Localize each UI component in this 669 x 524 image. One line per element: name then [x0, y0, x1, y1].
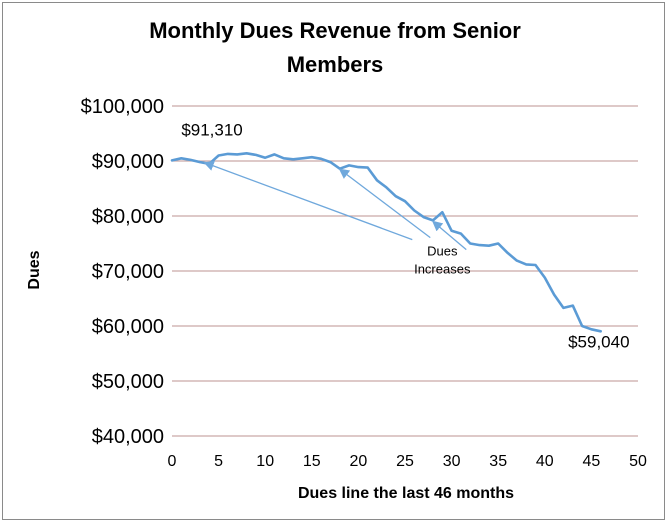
data-label-0: $91,310	[181, 121, 242, 140]
chart-title-line-1: Monthly Dues Revenue from Senior	[149, 18, 521, 43]
y-tick-label-5: $90,000	[92, 151, 164, 173]
x-tick-label-4: 20	[350, 453, 368, 470]
x-tick-label-7: 35	[489, 453, 507, 470]
x-tick-label-6: 30	[443, 453, 461, 470]
y-tick-label-4: $80,000	[92, 206, 164, 228]
y-tick-label-2: $60,000	[92, 316, 164, 338]
annotation-arrow-0-1	[340, 169, 431, 237]
annotation-text-0-1: Increases	[414, 262, 471, 277]
x-tick-label-5: 25	[396, 453, 414, 470]
y-tick-label-6: $100,000	[81, 96, 164, 118]
x-axis-ticks: 0 5 10 15 20 25 30 35 40 45 50	[168, 453, 647, 470]
x-axis-label: Dues line the last 46 months	[298, 485, 514, 502]
x-tick-label-10: 50	[629, 453, 647, 470]
x-tick-label-9: 45	[583, 453, 601, 470]
y-tick-label-1: $50,000	[92, 371, 164, 393]
y-axis-label: Dues	[26, 250, 43, 289]
x-tick-label-3: 15	[303, 453, 321, 470]
gridlines	[172, 106, 638, 436]
data-labels: $91,310 $59,040	[181, 121, 629, 352]
x-tick-label-0: 0	[168, 453, 177, 470]
y-tick-label-0: $40,000	[92, 426, 164, 448]
x-tick-label-1: 5	[214, 453, 223, 470]
y-tick-label-3: $70,000	[92, 261, 164, 283]
series-line-0	[172, 153, 601, 331]
series-layer	[172, 153, 601, 331]
y-axis-ticks: $40,000 $50,000 $60,000 $70,000 $80,000 $90,0…	[81, 96, 164, 448]
x-tick-label-8: 40	[536, 453, 554, 470]
annotation-text-0-0: Dues	[427, 244, 458, 259]
data-label-1: $59,040	[568, 332, 629, 351]
chart-title-line-2: Members	[287, 52, 384, 77]
x-tick-label-2: 10	[256, 453, 274, 470]
